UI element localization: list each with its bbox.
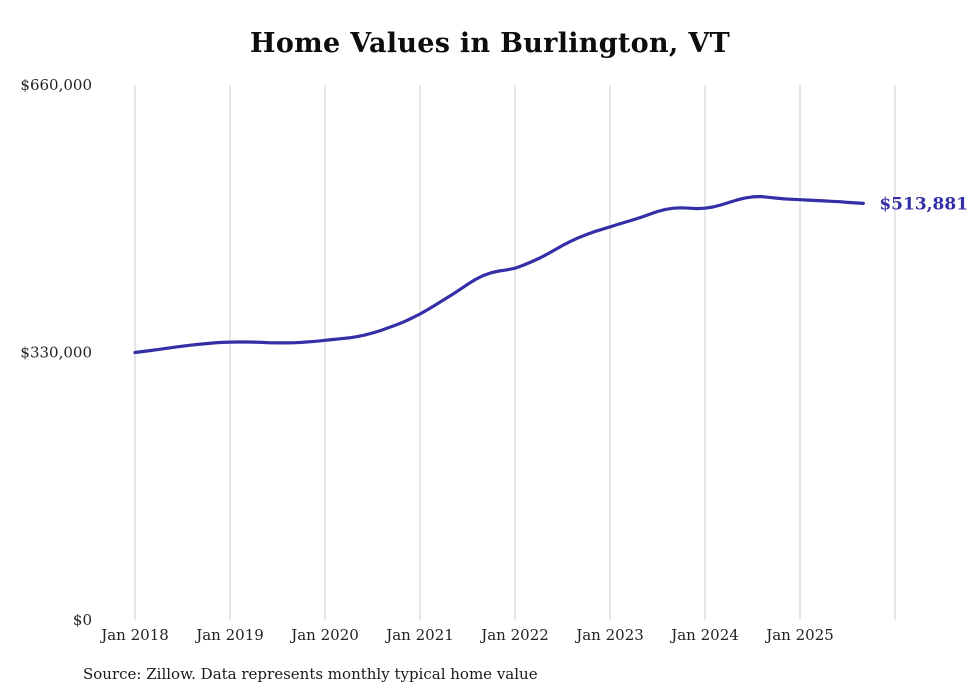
- x-tick-label: Jan 2025: [764, 626, 834, 644]
- end-value-label: $513,881: [879, 194, 968, 214]
- x-tick-label: Jan 2023: [574, 626, 644, 644]
- y-tick-label: $0: [73, 611, 92, 629]
- source-note: Source: Zillow. Data represents monthly …: [83, 665, 538, 683]
- x-tick-label: Jan 2020: [289, 626, 359, 644]
- value-line: [133, 194, 865, 355]
- y-tick-label: $330,000: [20, 344, 92, 362]
- x-tick-label: Jan 2021: [384, 626, 454, 644]
- x-tick-label: Jan 2022: [479, 626, 549, 644]
- x-tick-label: Jan 2024: [669, 626, 739, 644]
- x-tick-label: Jan 2019: [194, 626, 264, 644]
- x-tick-label: Jan 2018: [99, 626, 169, 644]
- y-tick-label: $660,000: [20, 76, 92, 94]
- chart-title: Home Values in Burlington, VT: [250, 28, 730, 59]
